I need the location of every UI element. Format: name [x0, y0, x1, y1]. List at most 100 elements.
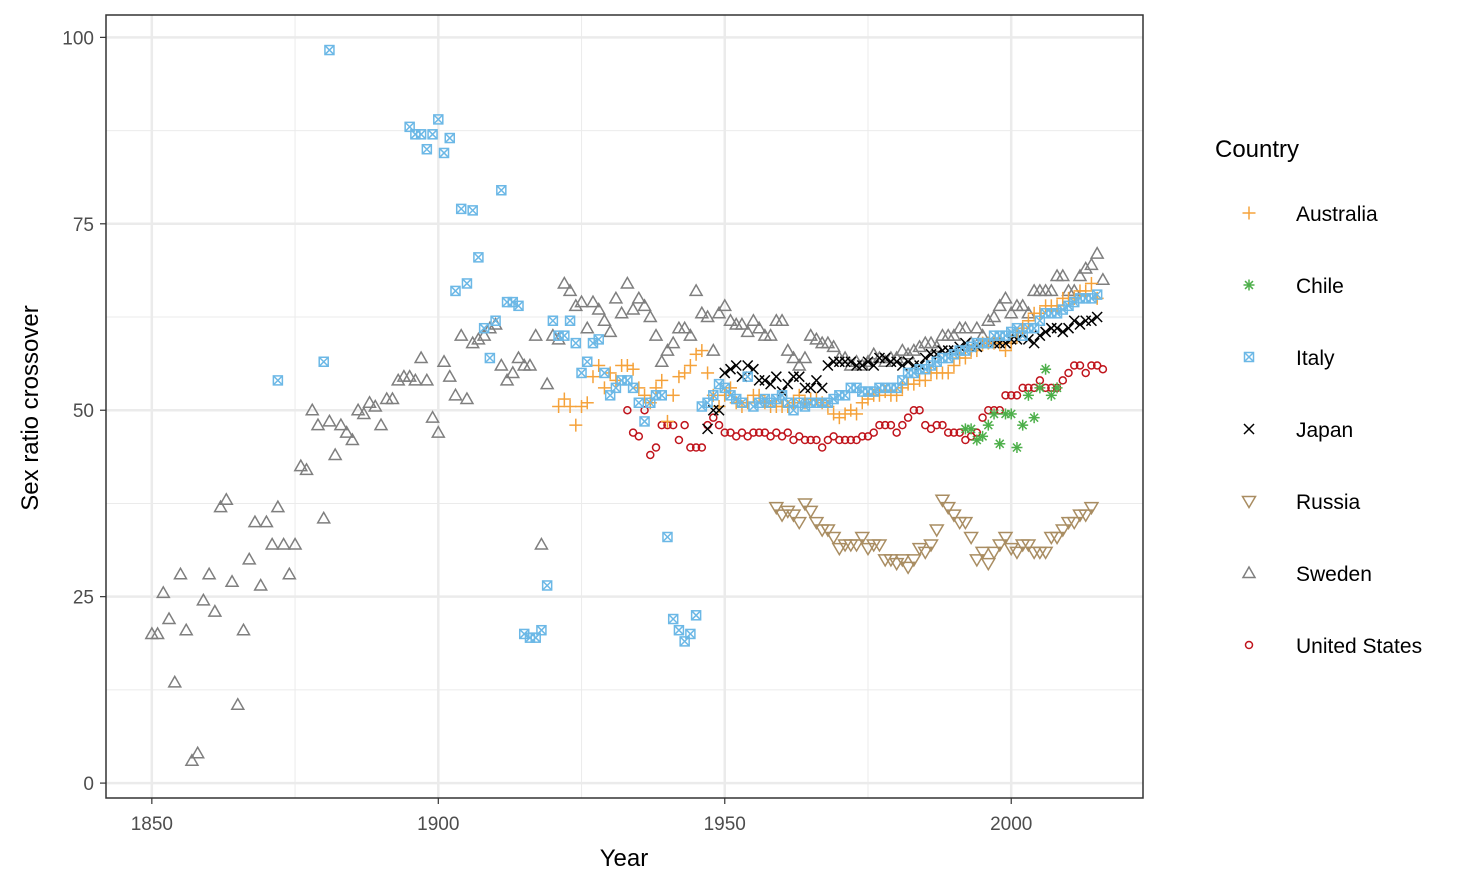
- legend-item: Sweden: [1241, 563, 1372, 586]
- data-point: [1084, 257, 1099, 271]
- data-point: [1040, 326, 1052, 338]
- data-point: [683, 358, 697, 372]
- data-point: [287, 536, 303, 550]
- data-point: [224, 574, 240, 587]
- data-point: [700, 309, 715, 323]
- y-tick-label: 50: [73, 401, 94, 422]
- data-point: [1079, 284, 1093, 298]
- series-australia: [552, 276, 1104, 432]
- data-point: [677, 320, 692, 334]
- data-point: [167, 674, 183, 688]
- data-point: [362, 395, 377, 409]
- data-point: [724, 363, 737, 375]
- data-point: [686, 443, 695, 452]
- data-point: [702, 423, 714, 435]
- data-point: [868, 359, 880, 372]
- data-point: [602, 324, 618, 338]
- data-point: [1069, 361, 1079, 370]
- data-point: [688, 283, 704, 297]
- data-point: [678, 366, 692, 380]
- data-point: [768, 501, 785, 516]
- legend-key: [1243, 351, 1255, 363]
- data-point: [408, 372, 423, 386]
- data-point: [627, 382, 639, 394]
- data-point: [831, 542, 848, 557]
- data-point: [674, 435, 684, 445]
- data-point: [444, 132, 456, 144]
- data-point: [642, 309, 658, 323]
- data-point: [820, 335, 836, 349]
- data-point: [631, 290, 647, 304]
- data-point: [1095, 272, 1111, 285]
- data-point: [592, 358, 606, 372]
- data-point: [484, 352, 496, 364]
- data-point: [754, 428, 764, 437]
- data-point: [892, 428, 901, 437]
- data-point: [753, 397, 765, 409]
- data-point: [557, 392, 571, 406]
- data-point: [734, 316, 750, 330]
- data-point: [957, 516, 974, 531]
- data-point: [467, 205, 478, 216]
- data-point: [1003, 542, 1020, 557]
- data-point: [886, 420, 896, 430]
- data-point: [793, 371, 805, 383]
- data-point: [310, 417, 326, 431]
- data-point: [720, 428, 730, 437]
- legend-key: [1241, 565, 1257, 579]
- data-point: [1092, 361, 1102, 370]
- x-tick-label: 2000: [990, 814, 1032, 835]
- data-point: [828, 393, 839, 405]
- data-point: [812, 435, 821, 445]
- data-point: [1089, 246, 1105, 259]
- data-point: [528, 328, 543, 341]
- data-point: [597, 381, 611, 395]
- data-point: [415, 129, 427, 140]
- legend-item: Japan: [1243, 419, 1353, 442]
- data-point: [880, 420, 890, 430]
- data-point: [969, 554, 985, 568]
- data-point: [974, 546, 991, 560]
- data-point: [908, 367, 920, 379]
- data-point: [356, 406, 372, 420]
- data-point: [940, 501, 957, 516]
- data-point: [723, 313, 738, 326]
- data-point: [794, 432, 804, 441]
- legend-item: Chile: [1243, 275, 1344, 298]
- data-point: [869, 428, 878, 437]
- data-point: [161, 611, 177, 625]
- data-point: [709, 413, 718, 422]
- data-point: [1086, 293, 1097, 304]
- data-point: [465, 335, 480, 349]
- data-point: [822, 397, 834, 409]
- data-point: [213, 499, 228, 513]
- data-point: [1015, 298, 1030, 312]
- data-point: [921, 420, 930, 430]
- data-point: [562, 283, 578, 297]
- data-point: [324, 44, 335, 56]
- data-point: [625, 302, 641, 315]
- data-point: [742, 371, 753, 382]
- data-point: [427, 129, 438, 140]
- data-point: [803, 328, 818, 341]
- data-point: [639, 416, 650, 427]
- data-point: [1050, 299, 1064, 313]
- data-point: [995, 405, 1005, 415]
- legend-key: [1242, 206, 1256, 220]
- data-point: [925, 360, 937, 371]
- data-point: [825, 531, 842, 545]
- data-point: [651, 443, 661, 452]
- data-point: [718, 388, 732, 402]
- data-point: [276, 536, 291, 550]
- data-point: [862, 356, 874, 368]
- data-point: [785, 509, 802, 523]
- data-point: [949, 428, 959, 437]
- data-point: [980, 557, 997, 572]
- data-point: [1057, 304, 1069, 315]
- data-point: [1068, 296, 1080, 308]
- data-point: [717, 298, 733, 312]
- data-point: [741, 396, 755, 410]
- data-point: [1063, 300, 1074, 312]
- data-point: [759, 374, 771, 386]
- data-point: [646, 450, 655, 460]
